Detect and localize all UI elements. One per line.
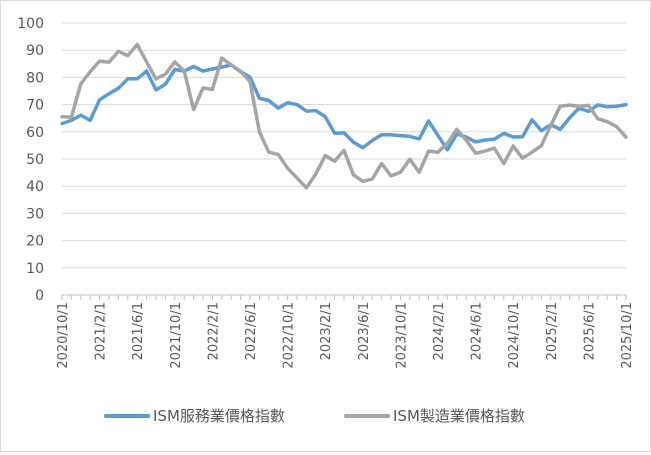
x-tick-label: 2024/2/1 bbox=[432, 302, 447, 360]
y-axis: 0 10 20 30 40 50 60 70 80 90 100 bbox=[17, 16, 44, 304]
y-tick-label: 10 bbox=[26, 261, 44, 277]
x-tick-label: 2021/6/1 bbox=[131, 302, 146, 360]
legend-label: ISM服務業價格指數 bbox=[153, 407, 285, 425]
x-tick-label: 2025/6/1 bbox=[582, 302, 597, 360]
x-tick-label: 2021/2/1 bbox=[94, 302, 109, 360]
x-axis: 2020/10/1 2021/2/1 2021/6/1 2021/10/1 2022/2… bbox=[56, 294, 635, 369]
x-tick-label: 2021/10/1 bbox=[169, 302, 184, 369]
x-tick-label: 2022/6/1 bbox=[244, 302, 259, 360]
legend-label: ISM製造業價格指數 bbox=[393, 407, 525, 425]
y-tick-label: 30 bbox=[26, 206, 44, 222]
series-line-2 bbox=[60, 42, 628, 190]
x-tick-label: 2023/6/1 bbox=[357, 302, 372, 360]
y-tick-label: 0 bbox=[35, 288, 44, 304]
y-tick-label: 40 bbox=[26, 179, 44, 195]
x-tick-label: 2023/10/1 bbox=[394, 302, 409, 369]
series-lines bbox=[60, 42, 628, 190]
y-tick-label: 90 bbox=[26, 43, 44, 59]
x-tick-label: 2023/2/1 bbox=[319, 302, 334, 360]
x-tick-label: 2022/10/1 bbox=[282, 302, 297, 369]
x-tick-label: 2025/2/1 bbox=[545, 302, 560, 360]
x-tick-label: 2024/10/1 bbox=[507, 302, 522, 369]
y-tick-label: 80 bbox=[26, 70, 44, 86]
y-tick-label: 70 bbox=[26, 98, 44, 114]
legend: ISM服務業價格指數 ISM製造業價格指數 bbox=[104, 407, 525, 425]
y-tick-label: 100 bbox=[17, 16, 44, 32]
series-line-1 bbox=[60, 63, 628, 152]
x-tick-label: 2022/2/1 bbox=[206, 302, 221, 360]
y-tick-label: 50 bbox=[26, 152, 44, 168]
x-tick-label: 2024/6/1 bbox=[470, 302, 485, 360]
y-tick-label: 20 bbox=[26, 234, 44, 250]
x-tick-label: 2025/10/1 bbox=[620, 302, 635, 369]
x-tick-label: 2020/10/1 bbox=[56, 302, 71, 369]
y-tick-label: 60 bbox=[26, 125, 44, 141]
